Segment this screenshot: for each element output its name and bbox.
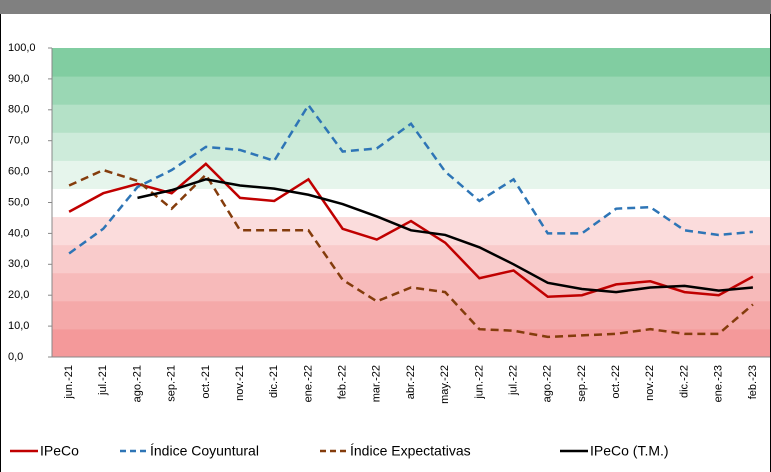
series-line bbox=[137, 178, 754, 294]
x-tick-label: ago.-21 bbox=[131, 365, 143, 402]
x-tick-label: oct.-22 bbox=[610, 365, 622, 399]
x-tick-label: may.-22 bbox=[439, 365, 451, 404]
y-tick-label: 80,0 bbox=[8, 104, 29, 116]
y-tick-label: 0,0 bbox=[8, 351, 23, 363]
x-tick-label: mar.-22 bbox=[371, 365, 383, 402]
background-band bbox=[52, 328, 770, 358]
x-tick-label: jul.-21 bbox=[97, 365, 109, 396]
y-tick-label: 20,0 bbox=[8, 289, 29, 301]
y-tick-label: 10,0 bbox=[8, 320, 29, 332]
x-tick-label: ago.-22 bbox=[542, 365, 554, 402]
background-band bbox=[52, 48, 770, 77]
background-band bbox=[52, 76, 770, 105]
legend-label: Índice Coyuntural bbox=[150, 443, 259, 459]
background-band bbox=[52, 132, 770, 161]
x-tick-label: dic.-22 bbox=[678, 365, 690, 398]
x-tick-label: jun.-21 bbox=[63, 365, 75, 400]
x-tick-label: oct.-21 bbox=[200, 365, 212, 399]
top-bar bbox=[0, 0, 771, 14]
y-tick-label: 40,0 bbox=[8, 227, 29, 239]
legend-label: IPeCo bbox=[40, 443, 79, 459]
x-tick-label: feb.-23 bbox=[747, 365, 759, 399]
background-band bbox=[52, 160, 770, 189]
background-band bbox=[52, 300, 770, 330]
x-tick-label: jul.-22 bbox=[507, 365, 519, 396]
x-tick-label: abr.-22 bbox=[405, 365, 417, 399]
x-tick-label: nov.-22 bbox=[644, 365, 656, 401]
x-tick-label: jun.-22 bbox=[473, 365, 485, 400]
y-tick-label: 70,0 bbox=[8, 135, 29, 147]
x-tick-label: dic.-21 bbox=[268, 365, 280, 398]
y-tick-label: 30,0 bbox=[8, 258, 29, 270]
y-tick-label: 90,0 bbox=[8, 73, 29, 85]
x-tick-label: ene.-23 bbox=[713, 365, 725, 402]
y-tick-label: 60,0 bbox=[8, 166, 29, 178]
background-band bbox=[52, 244, 770, 274]
background-band bbox=[52, 104, 770, 133]
x-tick-label: nov.-21 bbox=[234, 365, 246, 401]
x-tick-label: ene.-22 bbox=[302, 365, 314, 402]
x-tick-label: sep.-22 bbox=[576, 365, 588, 402]
series-line bbox=[68, 162, 754, 299]
x-tick-label: feb.-22 bbox=[337, 365, 349, 399]
legend-label: IPeCo (T.M.) bbox=[590, 443, 669, 459]
x-tick-label: sep.-21 bbox=[166, 365, 178, 402]
y-tick-label: 50,0 bbox=[8, 196, 29, 208]
series-line bbox=[68, 102, 754, 255]
series-line bbox=[68, 168, 754, 339]
legend-label: Índice Expectativas bbox=[350, 443, 471, 459]
y-tick-label: 100,0 bbox=[8, 42, 36, 54]
